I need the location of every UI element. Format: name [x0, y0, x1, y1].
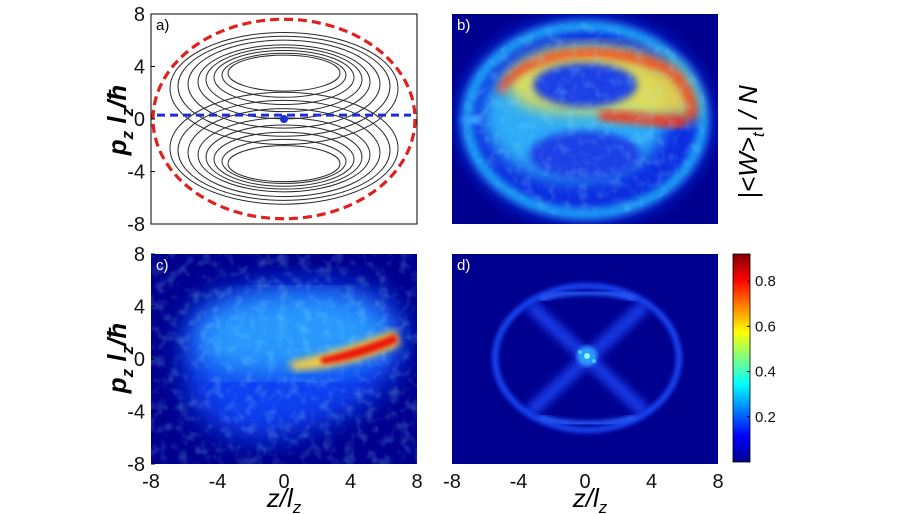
colorbar-label-tail: | / N	[733, 85, 763, 132]
ylabel-l: l	[102, 116, 132, 131]
y-tick-label: -4	[127, 162, 145, 184]
orbit-curve	[205, 124, 363, 190]
ylabel-hbar: /ħ	[102, 323, 132, 347]
panel-c-x-ticks: -8 -4 0 4 8	[142, 471, 422, 493]
x-tick-label: 0	[278, 471, 289, 493]
panel-c: c) 8 4 0 -4 -8 -8 -4 0 4 8	[127, 244, 422, 493]
x-tick-label: -8	[443, 471, 461, 493]
colorbar-label-sub: t	[749, 131, 768, 137]
xlabel-main: z/l	[572, 483, 600, 513]
colorbar-label: |<W>t| / N	[733, 85, 768, 199]
ylabel-l: l	[102, 354, 132, 369]
x-axis-label-right: z/lz	[572, 483, 608, 514]
ylabel-p: p	[102, 139, 132, 156]
ylabel-sub1: z	[118, 130, 137, 140]
x-tick-label: 8	[712, 471, 723, 493]
colorbar-gradient	[732, 253, 751, 463]
x-tick-label: -4	[209, 471, 227, 493]
panel-b-heatmap	[457, 16, 713, 224]
panel-c-y-ticks: 8 4 0 -4 -8	[127, 244, 155, 476]
svg-text:|<W>t| / N: |<W>t| / N	[733, 85, 768, 199]
panel-b-label: b)	[457, 17, 470, 34]
orbit-curve	[169, 91, 399, 205]
orbit-curve	[169, 31, 399, 145]
y-tick-label: -8	[127, 214, 145, 236]
svg-text:pz lz/ħ: pz lz/ħ	[102, 85, 137, 156]
orbit-curve	[213, 131, 355, 187]
panel-a-y-ticks: 8 4 0 -4 -8	[127, 4, 155, 236]
panel-b: b)	[452, 14, 718, 224]
y-tick-label: 8	[134, 4, 145, 26]
x-tick-label: -8	[142, 471, 160, 493]
orbit-curve	[187, 108, 381, 198]
colorbar-tick-label: 0.8	[755, 273, 776, 290]
orbit-curve	[177, 99, 391, 201]
ylabel-sub2: z	[118, 107, 137, 117]
orbit-curve	[205, 47, 363, 113]
panel-d: d) -8 -4 0 4 8	[443, 254, 724, 493]
x-tick-label: 8	[411, 471, 422, 493]
colorbar-tick-label: 0.2	[755, 409, 776, 426]
y-axis-label-top: pz lz/ħ	[102, 85, 137, 156]
ylabel-sub1: z	[118, 368, 137, 378]
colorbar-tick-label: 0.4	[755, 364, 776, 381]
x-tick-label: 4	[345, 471, 356, 493]
panel-c-label: c)	[156, 257, 169, 274]
colorbar-label-main: |<W>	[733, 137, 763, 199]
boundary-ellipse	[151, 17, 417, 221]
panel-d-label: d)	[457, 257, 470, 274]
ylabel-hbar: /ħ	[102, 85, 132, 109]
y-tick-label: 4	[134, 57, 145, 79]
y-tick-label: 0	[134, 349, 145, 371]
x-axis-label-left: z/lz	[266, 483, 302, 514]
orbit-curve	[227, 145, 341, 183]
y-tick-label: -4	[127, 402, 145, 424]
orbit-curve	[221, 138, 347, 184]
orbit-curve	[221, 52, 347, 98]
xlabel-sub: z	[292, 498, 302, 514]
orbit-curve	[187, 39, 381, 129]
panel-d-x-ticks: -8 -4 0 4 8	[443, 471, 723, 493]
y-axis-label-bottom: pz lz/ħ	[102, 323, 137, 394]
ylabel-p: p	[102, 377, 132, 394]
ylabel-sub2: z	[118, 345, 137, 355]
xlabel-sub: z	[598, 498, 608, 514]
panel-a: a) 8 4 0 -4 -8	[127, 4, 418, 236]
panel-a-orbits	[169, 31, 399, 205]
colorbar: 0.2 0.4 0.6 0.8	[732, 253, 776, 463]
panel-c-heatmap	[151, 254, 417, 464]
x-tick-label: 4	[646, 471, 657, 493]
svg-text:pz lz/ħ: pz lz/ħ	[102, 323, 137, 394]
x-tick-label: 0	[579, 471, 590, 493]
x-tick-label: -4	[510, 471, 528, 493]
panel-d-heatmap	[492, 283, 682, 433]
center-point	[280, 115, 288, 123]
orbit-curve	[227, 54, 341, 92]
panel-a-label: a)	[156, 17, 169, 34]
y-tick-label: -8	[127, 454, 145, 476]
xlabel-main: z/l	[266, 483, 294, 513]
y-tick-label: 4	[134, 297, 145, 319]
orbit-curve	[177, 35, 391, 137]
orbit-curve	[213, 49, 355, 105]
y-tick-label: 8	[134, 244, 145, 266]
y-tick-label: 0	[134, 109, 145, 131]
colorbar-ticks: 0.2 0.4 0.6 0.8	[747, 273, 776, 426]
colorbar-tick-label: 0.6	[755, 318, 776, 335]
